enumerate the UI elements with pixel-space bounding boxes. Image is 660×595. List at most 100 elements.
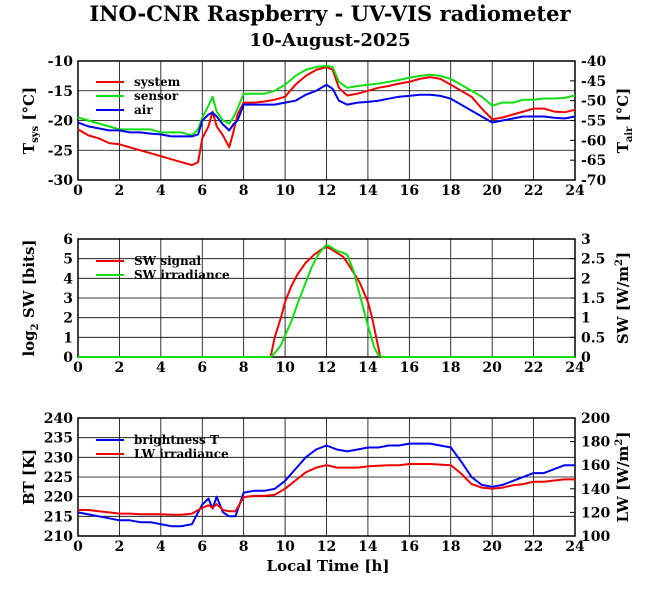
x-tick-label: 12 <box>317 539 336 555</box>
y2-tick-label: 180 <box>581 435 610 451</box>
y2-tick-label: 3 <box>581 232 591 248</box>
y-tick-label: -15 <box>48 84 73 100</box>
y-tick-label: -10 <box>48 54 74 70</box>
y2-tick-label: 0 <box>581 350 591 366</box>
x-tick-label: 24 <box>565 360 585 376</box>
x-tick-label: 22 <box>524 183 543 199</box>
y-tick-label: 215 <box>44 509 73 525</box>
x-tick-label: 16 <box>400 539 419 555</box>
x-tick-label: 20 <box>482 539 502 555</box>
y2-tick-label: 2.5 <box>581 252 605 268</box>
y-tick-label: 210 <box>44 529 73 545</box>
y2-tick-label: -50 <box>581 94 607 110</box>
x-axis-label: Local Time [h] <box>267 557 390 575</box>
y2-axis-label: Tair [°C] <box>614 88 635 154</box>
x-tick-label: 4 <box>156 183 166 199</box>
x-tick-label: 16 <box>400 183 419 199</box>
series-line-air <box>77 83 576 138</box>
x-tick-label: 10 <box>275 183 295 199</box>
figure-subtitle: 10-August-2025 <box>249 30 410 51</box>
legend-entry: SW signal <box>134 254 202 268</box>
x-tick-label: 18 <box>441 539 460 555</box>
x-tick-label: 8 <box>239 183 249 199</box>
x-tick-label: 22 <box>524 539 543 555</box>
series-line-system <box>77 66 576 167</box>
y2-tick-label: -45 <box>581 74 606 90</box>
legend-entry: sensor <box>134 89 179 103</box>
x-tick-label: 0 <box>73 360 83 376</box>
x-tick-label: 0 <box>73 183 83 199</box>
series-line-brightness-t <box>77 442 575 528</box>
x-tick-label: 14 <box>358 183 378 199</box>
y2-tick-label: -70 <box>581 173 607 189</box>
longwave-panel: 0 2 4 6 8 10 12 14 16 18 20 22 242102152202252302352… <box>20 411 632 555</box>
x-tick-label: 8 <box>239 360 249 376</box>
y2-tick-label: 100 <box>581 529 610 545</box>
y-tick-label: 6 <box>63 232 73 248</box>
y-tick-label: 225 <box>44 470 73 486</box>
y2-tick-label: 0.5 <box>581 330 605 346</box>
x-tick-label: 6 <box>197 539 207 555</box>
x-tick-label: 2 <box>115 183 125 199</box>
y2-axis-label: SW [W/m2] <box>614 252 632 344</box>
x-tick-label: 20 <box>482 360 502 376</box>
legend-entry: system <box>134 75 181 89</box>
x-tick-label: 18 <box>441 183 460 199</box>
series-line-lw-irradiance <box>78 463 575 516</box>
shortwave-panel: 0 2 4 6 8 10 12 14 16 18 20 22 24012345600.511.522.5… <box>20 232 632 376</box>
figure-title: INO-CNR Raspberry - UV-VIS radiometer <box>89 1 571 26</box>
y-tick-label: 5 <box>63 252 73 268</box>
x-tick-label: 18 <box>441 360 460 376</box>
x-tick-label: 8 <box>239 539 249 555</box>
x-tick-label: 12 <box>317 360 336 376</box>
y-tick-label: 235 <box>44 431 73 447</box>
x-tick-label: 6 <box>197 360 207 376</box>
legend-entry: air <box>134 103 153 117</box>
series-line-sw-irradiance <box>78 243 575 358</box>
y-tick-label: -30 <box>48 173 74 189</box>
x-tick-label: 6 <box>197 183 207 199</box>
x-tick-label: 10 <box>275 539 295 555</box>
y-axis-label: BT [K] <box>20 449 38 505</box>
x-tick-label: 2 <box>115 539 125 555</box>
y2-tick-label: 1.5 <box>581 291 605 307</box>
x-tick-label: 10 <box>275 360 295 376</box>
y2-axis-label: LW [W/m2] <box>614 432 632 523</box>
y-tick-label: -25 <box>48 143 73 159</box>
series-line-sw-signal <box>78 245 575 358</box>
x-tick-label: 16 <box>400 360 419 376</box>
x-tick-label: 0 <box>73 539 83 555</box>
legend: brightness TLW irradiance <box>96 433 229 461</box>
x-tick-label: 14 <box>358 360 378 376</box>
series-line-sensor <box>77 64 576 137</box>
x-tick-label: 2 <box>115 360 125 376</box>
x-tick-label: 22 <box>524 360 543 376</box>
temperature-panel: 0 2 4 6 8 10 12 14 16 18 20 22 24-30-25-20-15-10-70-… <box>20 54 635 199</box>
x-tick-label: 4 <box>156 539 166 555</box>
y-tick-label: 230 <box>44 450 73 466</box>
y-tick-label: 2 <box>63 311 73 327</box>
y-axis-label: log2 SW [bits] <box>20 239 41 356</box>
x-tick-label: 4 <box>156 360 166 376</box>
x-tick-label: 20 <box>482 183 502 199</box>
y2-tick-label: -60 <box>581 133 607 149</box>
y2-tick-label: -65 <box>581 153 606 169</box>
y-tick-label: 4 <box>63 271 73 287</box>
y-tick-label: 1 <box>63 330 73 346</box>
y-tick-label: 0 <box>63 350 73 366</box>
plot-frame <box>77 417 576 537</box>
y-tick-label: -20 <box>48 114 74 130</box>
y2-tick-label: 160 <box>581 458 610 474</box>
y2-tick-label: 140 <box>581 482 610 498</box>
y-tick-label: 240 <box>44 411 73 427</box>
y2-tick-label: 120 <box>581 505 610 521</box>
x-tick-label: 24 <box>565 539 585 555</box>
x-tick-label: 24 <box>565 183 585 199</box>
legend-entry: SW irradiance <box>134 268 230 282</box>
y2-tick-label: 2 <box>581 271 591 287</box>
y-axis-label: Tsys [°C] <box>20 87 41 154</box>
legend-entry: LW irradiance <box>134 447 229 461</box>
